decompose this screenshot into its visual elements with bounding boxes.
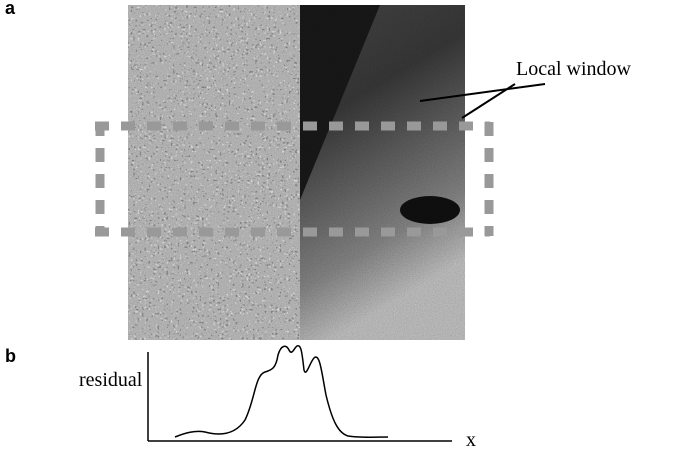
image: [128, 5, 465, 340]
annotation-arrows: [419, 83, 546, 119]
panel-label: a: [5, 0, 16, 18]
y-axis-label: residual: [79, 369, 143, 391]
annotation: Local window: [516, 58, 632, 80]
image-grain: [128, 5, 465, 340]
local-window: [95, 121, 494, 237]
arrow: [419, 83, 546, 102]
arrow: [461, 83, 516, 119]
residual-curve: [174, 344, 389, 438]
x-axis-label: x: [466, 429, 476, 451]
panel-label: b: [5, 346, 16, 366]
axes: [147, 352, 452, 442]
